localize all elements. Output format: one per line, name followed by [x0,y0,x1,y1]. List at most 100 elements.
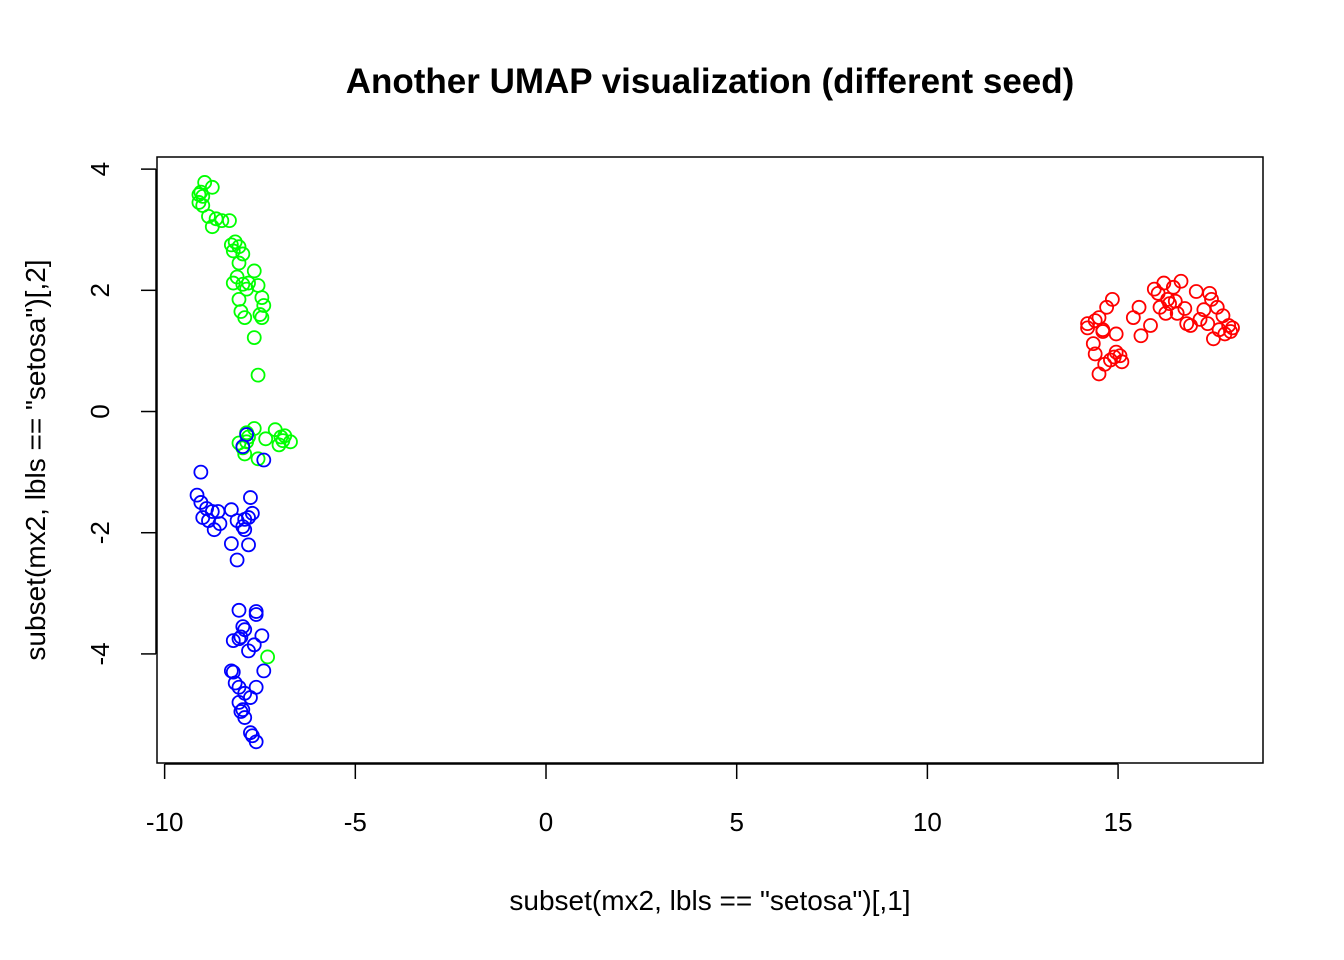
data-point [212,516,228,532]
data-point [1085,336,1101,352]
x-axis: -10 -5 0 5 10 15 [146,763,1133,837]
data-point [258,431,274,447]
data-point [237,310,253,325]
data-point [1183,318,1198,333]
data-point [237,522,253,538]
y-axis: -4 -2 0 2 4 [85,162,157,665]
data-point [1112,348,1128,364]
data-point [225,664,241,680]
data-point [252,307,268,322]
data-point [191,195,207,210]
data-point [225,275,241,291]
data-point [231,292,247,307]
data-point [243,490,258,505]
y-tick-label: 2 [85,283,115,297]
data-point [204,179,220,195]
data-point [239,434,255,450]
data-point [254,310,270,325]
data-point [248,734,264,750]
data-point [1188,284,1204,299]
data-point [250,451,266,467]
data-point [1087,313,1103,329]
data-point [1221,318,1237,333]
data-point [223,536,239,552]
data-point [1133,328,1149,344]
data-point [1114,354,1130,370]
x-tick-label: 10 [913,807,942,837]
data-point [241,643,256,659]
data-point [197,175,213,190]
data-point [1095,324,1111,339]
data-point [223,237,239,253]
data-point [1091,366,1107,382]
data-point [227,675,243,691]
data-point [254,290,270,305]
data-point [237,710,253,725]
data-point [204,504,220,519]
data-point [246,263,262,279]
data-point [1143,318,1158,333]
y-axis-label: subset(mx2, lbls == "setosa")[,2] [20,259,51,660]
data-point [1169,305,1185,321]
data-point [231,255,247,271]
data-point [1158,305,1174,321]
x-tick-label: -5 [344,807,367,837]
data-point [189,487,205,503]
data-point [248,607,264,622]
data-point [241,275,256,291]
data-point [1225,320,1240,336]
data-point [256,452,272,468]
data-point [235,702,251,718]
y-tick-label: 0 [85,404,115,418]
data-point [1202,285,1218,301]
data-point [225,243,241,259]
y-tick-label: -2 [85,521,115,544]
data-point [225,633,241,648]
data-point [1173,273,1189,289]
data-point [235,439,251,455]
data-point [1087,346,1103,362]
x-axis-label: subset(mx2, lbls == "setosa")[,1] [509,885,910,916]
data-point [271,437,287,453]
data-point [250,367,266,383]
data-point [248,604,264,619]
data-point [1108,326,1124,342]
y-tick-label: -4 [85,642,115,665]
data-point [193,464,209,480]
data-point [231,602,247,618]
data-points [189,175,1240,750]
data-point [227,234,243,250]
data-point [260,649,276,665]
y-tick-label: 4 [85,162,115,176]
data-point [1104,292,1120,307]
data-point [222,213,237,229]
data-point [229,552,245,568]
data-point [275,433,291,449]
data-point [235,246,251,262]
data-point [241,537,256,553]
data-point [256,663,272,679]
data-point [244,505,260,521]
chart-title: Another UMAP visualization (different se… [346,62,1075,101]
data-point [1200,316,1216,332]
x-tick-label: 15 [1104,807,1133,837]
data-point [233,629,249,645]
data-point [204,219,220,235]
data-point [254,628,270,644]
data-point [1131,299,1147,315]
data-point [1177,301,1193,316]
data-point [1080,316,1095,332]
data-point [235,276,251,292]
data-point [1192,312,1208,327]
data-point [201,208,216,224]
data-point [231,695,247,710]
x-tick-label: -10 [146,807,184,837]
x-tick-label: 0 [539,807,553,837]
data-point [239,281,255,297]
data-point [246,330,262,345]
data-point [235,519,251,535]
x-tick-label: 5 [729,807,743,837]
plot-frame [156,156,1264,764]
data-point [1156,275,1172,291]
